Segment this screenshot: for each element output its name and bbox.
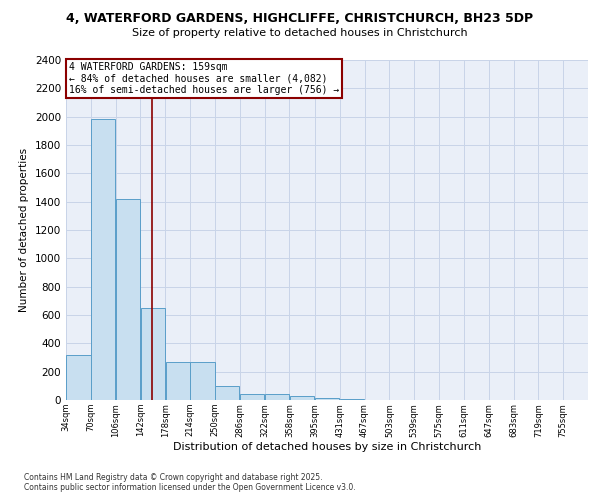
Bar [290, 396, 314, 400]
Bar [215, 386, 239, 400]
Bar [91, 120, 115, 400]
Text: Size of property relative to detached houses in Christchurch: Size of property relative to detached ho… [132, 28, 468, 38]
Text: 4, WATERFORD GARDENS, HIGHCLIFFE, CHRISTCHURCH, BH23 5DP: 4, WATERFORD GARDENS, HIGHCLIFFE, CHRIST… [67, 12, 533, 26]
Bar [66, 354, 91, 400]
Text: Contains HM Land Registry data © Crown copyright and database right 2025.
Contai: Contains HM Land Registry data © Crown c… [24, 473, 356, 492]
Bar [190, 362, 215, 400]
Text: 4 WATERFORD GARDENS: 159sqm
← 84% of detached houses are smaller (4,082)
16% of : 4 WATERFORD GARDENS: 159sqm ← 84% of det… [68, 62, 339, 95]
Bar [240, 394, 265, 400]
Bar [166, 362, 190, 400]
X-axis label: Distribution of detached houses by size in Christchurch: Distribution of detached houses by size … [173, 442, 481, 452]
Bar [116, 199, 140, 400]
Bar [141, 308, 165, 400]
Y-axis label: Number of detached properties: Number of detached properties [19, 148, 29, 312]
Bar [265, 394, 289, 400]
Bar [315, 398, 340, 400]
